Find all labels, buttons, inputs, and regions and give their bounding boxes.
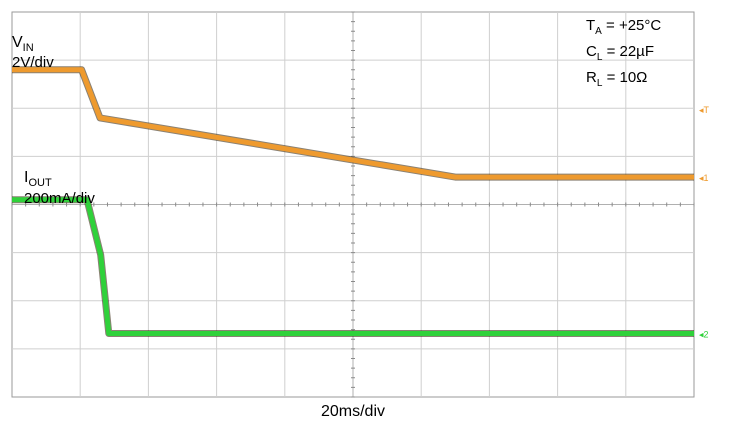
channel-1-marker: ◂1	[699, 173, 709, 183]
condition-rl: RL = 10Ω	[586, 69, 647, 89]
vin-trace	[12, 67, 694, 180]
channel-markers: ◂T ◂1 ◂2	[699, 105, 710, 339]
iout-trace	[12, 197, 694, 336]
iout-channel-label: IOUT	[24, 169, 52, 189]
trigger-marker: ◂T	[699, 105, 710, 115]
condition-ta: TA = +25°C	[586, 17, 661, 37]
x-axis-label: 20ms/div	[321, 403, 385, 420]
vin-scale-label: 2V/div	[12, 54, 54, 71]
iout-scale-label: 200mA/div	[24, 190, 95, 207]
traces	[12, 66, 694, 337]
condition-cl: CL = 22µF	[586, 43, 654, 63]
vin-channel-label: VIN	[12, 34, 34, 54]
channel-2-marker: ◂2	[699, 329, 709, 339]
